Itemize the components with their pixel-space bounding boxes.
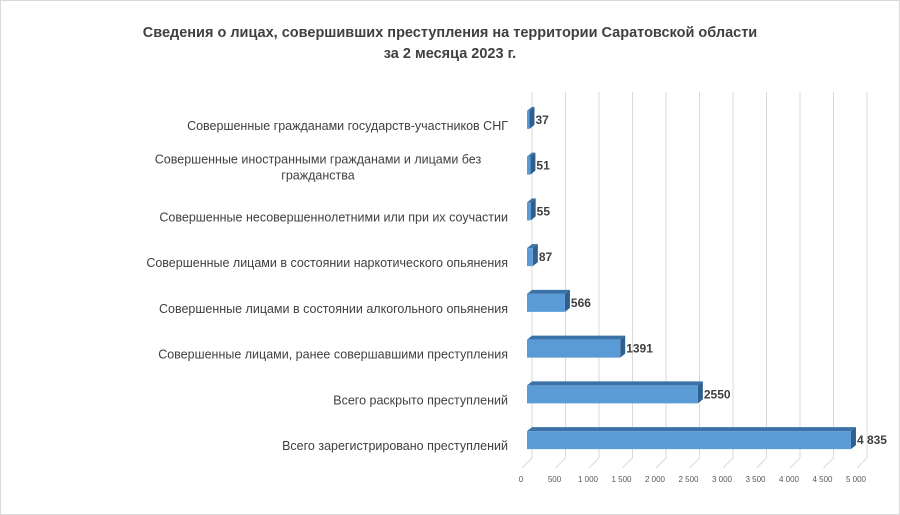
bar <box>527 110 530 129</box>
x-tick-label: 5 000 <box>846 475 867 484</box>
category-label: Совершенные лицами в состоянии алкогольн… <box>159 302 508 316</box>
gridline-floor <box>588 457 600 469</box>
bar-top <box>527 106 535 111</box>
category-label: Совершенные гражданами государств-участн… <box>187 119 508 133</box>
chart-title: Сведения о лицах, совершивших преступлен… <box>142 25 758 41</box>
bar <box>527 385 698 404</box>
bar-top <box>527 244 538 249</box>
gridline-floor <box>823 457 834 469</box>
bar <box>527 431 851 450</box>
x-tick-label: 500 <box>548 475 562 484</box>
gridline-floor <box>756 457 767 469</box>
bar-side <box>564 289 570 312</box>
x-tick-label: 2 000 <box>645 475 666 484</box>
x-tick-label: 2 500 <box>678 475 699 484</box>
bar-top <box>527 289 570 294</box>
gridline-floor <box>555 457 566 469</box>
bar-side <box>532 244 538 267</box>
x-tick-label: 0 <box>519 475 524 484</box>
bar-top <box>527 152 536 157</box>
bar-side <box>850 427 856 450</box>
x-tick-label: 4 500 <box>812 475 833 484</box>
gridline-floor <box>856 457 868 469</box>
gridline-floor <box>789 457 801 469</box>
bar-side <box>530 152 536 175</box>
gridline-floor <box>689 457 700 469</box>
data-label: 2550 <box>704 387 731 401</box>
bar <box>527 293 565 312</box>
category-label: Совершенные иностранными гражданами и ли… <box>155 153 482 183</box>
bar <box>527 202 531 221</box>
category-label: Всего раскрыто преступлений <box>333 393 508 407</box>
x-tick-label: 4 000 <box>779 475 800 484</box>
x-tick-label: 1 500 <box>611 475 632 484</box>
gridline-floor <box>521 457 533 469</box>
x-tick-label: 3 000 <box>712 475 733 484</box>
bar-top <box>527 198 536 203</box>
bar-side <box>529 106 535 129</box>
gridline-floor <box>655 457 667 469</box>
category-label: Всего зарегистрировано преступлений <box>282 439 508 453</box>
bar-side <box>620 335 626 358</box>
category-label: Совершенные несовершеннолетними или при … <box>159 210 508 224</box>
bar-side <box>697 381 703 404</box>
data-label: 51 <box>536 159 550 173</box>
data-label: 1391 <box>626 342 653 356</box>
bar-side <box>530 198 536 221</box>
bar <box>527 156 531 175</box>
bar <box>527 248 533 267</box>
bar <box>527 339 621 358</box>
x-tick-label: 3 500 <box>745 475 766 484</box>
gridline-floor <box>622 457 633 469</box>
category-label: Совершенные лицами, ранее совершавшими п… <box>158 348 508 362</box>
data-label: 4 835 <box>857 433 887 447</box>
data-label: 566 <box>571 296 591 310</box>
bar-top <box>527 427 856 432</box>
data-label: 55 <box>537 204 551 218</box>
x-tick-label: 1 000 <box>578 475 599 484</box>
data-label: 87 <box>539 250 553 264</box>
gridline-floor <box>722 457 734 469</box>
bar-top <box>527 335 626 340</box>
bar-top <box>527 381 703 386</box>
data-label: 37 <box>535 113 549 127</box>
category-label: Совершенные лицами в состоянии наркотиче… <box>146 256 508 270</box>
chart-subtitle: за 2 месяца 2023 г. <box>383 46 517 62</box>
